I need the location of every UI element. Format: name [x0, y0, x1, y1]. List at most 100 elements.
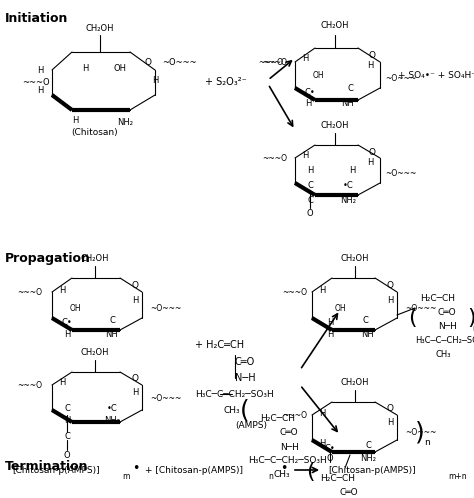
Text: OH: OH — [69, 303, 81, 313]
Text: ): ) — [415, 420, 425, 444]
Text: H: H — [319, 439, 325, 448]
Text: ~O~~~: ~O~~~ — [385, 74, 416, 83]
Text: + H₂C═CH: + H₂C═CH — [195, 340, 244, 350]
Text: ~~~O: ~~~O — [18, 380, 43, 389]
Text: OH: OH — [113, 64, 127, 73]
Text: m: m — [472, 324, 474, 333]
Text: N─H: N─H — [280, 443, 299, 452]
Text: [Chitosan-p(AMPS)]: [Chitosan-p(AMPS)] — [328, 466, 416, 475]
Text: H: H — [302, 150, 308, 159]
Text: H: H — [64, 415, 70, 424]
Text: NH: NH — [362, 330, 374, 339]
Text: H: H — [59, 285, 65, 294]
Text: H₂C─CH: H₂C─CH — [320, 474, 355, 483]
Text: H: H — [132, 387, 138, 396]
Text: ~O~~~: ~O~~~ — [162, 57, 197, 67]
Text: C═O: C═O — [280, 427, 299, 437]
Text: O: O — [386, 280, 393, 289]
Text: Termination: Termination — [5, 460, 89, 473]
Text: C═O: C═O — [438, 307, 456, 317]
Text: n: n — [268, 472, 273, 481]
Text: ~~~O: ~~~O — [258, 57, 283, 67]
Text: ~~~O: ~~~O — [18, 287, 43, 296]
Text: NH₂: NH₂ — [104, 415, 120, 424]
Text: CH₂OH: CH₂OH — [321, 121, 349, 129]
Text: H: H — [367, 157, 373, 166]
Text: H₃C─C─CH₂─SO₃H: H₃C─C─CH₂─SO₃H — [415, 336, 474, 345]
Text: ~O~~~: ~O~~~ — [385, 168, 416, 177]
Text: + [Chitosan-p(AMPS)]: + [Chitosan-p(AMPS)] — [145, 466, 243, 475]
Text: C═O: C═O — [235, 357, 255, 367]
Text: n: n — [424, 438, 430, 447]
Text: O: O — [64, 451, 70, 460]
Text: O: O — [131, 280, 138, 289]
Text: ~O~~~: ~O~~~ — [150, 303, 182, 313]
Text: CH₃: CH₃ — [435, 350, 451, 359]
Text: C: C — [307, 180, 313, 190]
Text: C•: C• — [325, 444, 336, 453]
Text: NH₂: NH₂ — [340, 196, 356, 205]
Text: ~O~~~: ~O~~~ — [150, 393, 182, 402]
Text: N─H: N─H — [438, 322, 457, 331]
Text: C: C — [109, 316, 115, 325]
Text: H: H — [319, 285, 325, 294]
Text: Initiation: Initiation — [5, 12, 68, 25]
Text: N─H: N─H — [235, 373, 255, 383]
Text: m: m — [122, 472, 129, 481]
Text: H: H — [82, 64, 88, 73]
Text: H: H — [387, 295, 393, 304]
Text: H: H — [59, 377, 65, 386]
Text: CH₃: CH₃ — [273, 470, 290, 479]
Text: C•: C• — [305, 88, 315, 97]
Text: NH₂: NH₂ — [360, 454, 376, 463]
Text: C: C — [307, 196, 313, 205]
Text: H₂C─CH: H₂C─CH — [420, 293, 455, 302]
Text: O: O — [386, 403, 393, 412]
Text: O: O — [145, 57, 152, 67]
Text: ~~~O: ~~~O — [263, 57, 288, 67]
Text: (AMPS): (AMPS) — [235, 420, 267, 429]
Text: CH₂OH: CH₂OH — [341, 377, 369, 386]
Text: O: O — [327, 454, 333, 463]
Text: ): ) — [468, 308, 474, 328]
Text: CH₂OH: CH₂OH — [341, 253, 369, 262]
Text: OH: OH — [312, 71, 324, 80]
Text: (: ( — [306, 462, 314, 482]
Text: + S₂O₃²⁻: + S₂O₃²⁻ — [205, 77, 247, 87]
Text: CH₂OH: CH₂OH — [81, 348, 109, 357]
Text: H: H — [319, 408, 325, 417]
Text: ~O~~~: ~O~~~ — [405, 303, 437, 313]
Text: NH₂: NH₂ — [117, 118, 133, 126]
Text: H: H — [307, 165, 313, 174]
Text: H: H — [349, 165, 355, 174]
Text: CH₂OH: CH₂OH — [321, 20, 349, 29]
Text: O: O — [368, 50, 375, 59]
Text: (Chitosan): (Chitosan) — [72, 127, 118, 136]
Text: C•: C• — [62, 318, 73, 327]
Text: (: ( — [240, 398, 250, 422]
Text: [Chitosan-p(AMPS)]: [Chitosan-p(AMPS)] — [12, 466, 100, 475]
Text: H: H — [302, 53, 308, 63]
Text: H: H — [152, 76, 158, 85]
Text: O: O — [368, 147, 375, 156]
Text: •C: •C — [343, 180, 354, 190]
Text: ~O~~~: ~O~~~ — [405, 427, 437, 437]
Text: O: O — [307, 209, 313, 218]
Text: C: C — [365, 441, 371, 450]
Text: H₂C─CH: H₂C─CH — [260, 413, 295, 422]
Text: (: ( — [408, 308, 416, 328]
Text: •: • — [280, 462, 287, 475]
Text: H: H — [64, 330, 70, 339]
Text: H₃C─C─CH₂─SO₃H: H₃C─C─CH₂─SO₃H — [248, 456, 327, 465]
Text: H: H — [37, 66, 43, 75]
Text: H: H — [305, 99, 311, 108]
Text: NH: NH — [342, 99, 355, 108]
Text: H: H — [132, 295, 138, 304]
Text: H₃C─C─CH₂─SO₃H: H₃C─C─CH₂─SO₃H — [195, 389, 274, 398]
Text: H: H — [72, 116, 78, 124]
Text: OH: OH — [334, 303, 346, 313]
Text: NH: NH — [106, 330, 118, 339]
Text: CH₂OH: CH₂OH — [86, 23, 114, 32]
Text: H: H — [37, 86, 43, 95]
Text: ~~~O: ~~~O — [263, 153, 288, 162]
